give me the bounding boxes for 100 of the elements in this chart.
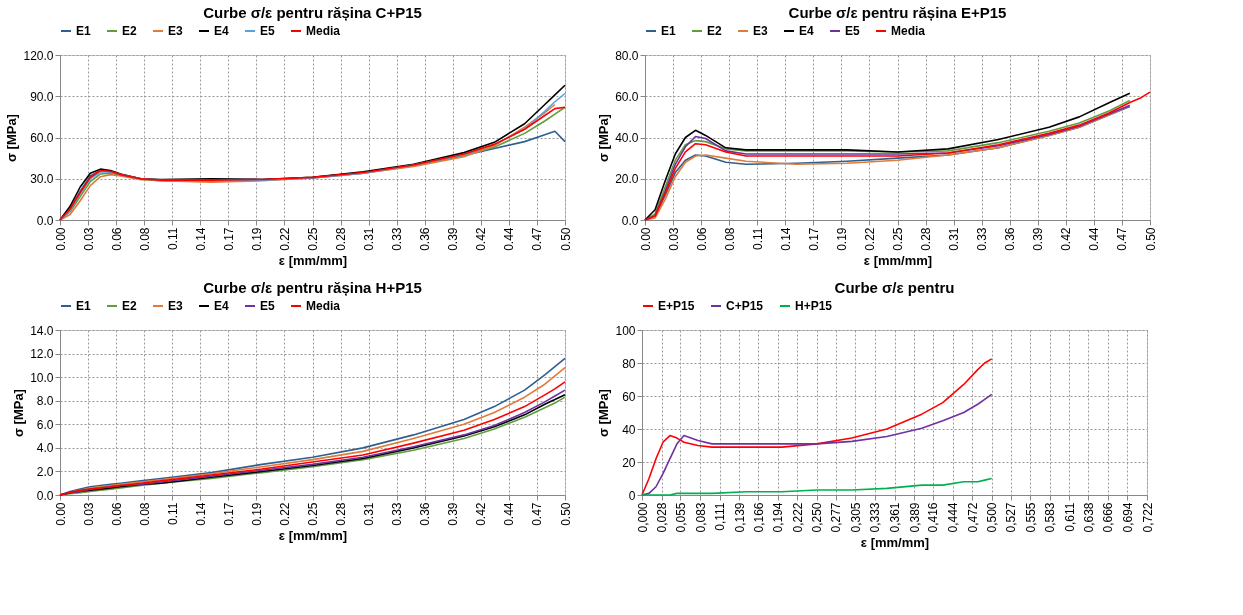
x-tick-label: 0.06 bbox=[694, 227, 709, 251]
x-tick-label: 0.22 bbox=[277, 227, 292, 251]
x-tick-label: 0.14 bbox=[778, 227, 793, 251]
chart-title: Curbe σ/ε pentru rășina H+P15 bbox=[203, 279, 422, 296]
y-tick-label: 0.0 bbox=[621, 213, 639, 228]
x-tick-label: 0.44 bbox=[502, 502, 517, 526]
x-tick-label: 0.31 bbox=[947, 227, 962, 251]
x-tick-label: 0.14 bbox=[193, 502, 208, 526]
legend-label: Media bbox=[306, 299, 341, 313]
y-tick-label: 6.0 bbox=[36, 417, 54, 432]
x-tick-label: 0.33 bbox=[975, 227, 990, 251]
x-tick-label: 0,028 bbox=[655, 502, 670, 533]
legend-label: C+P15 bbox=[726, 299, 764, 313]
x-tick-label: 0.03 bbox=[81, 227, 96, 251]
y-tick-label: 10.0 bbox=[30, 370, 54, 385]
x-tick-label: 0.19 bbox=[834, 227, 849, 251]
x-tick-label: 0.28 bbox=[334, 502, 349, 526]
y-tick-label: 90.0 bbox=[30, 89, 54, 104]
x-tick-label: 0.42 bbox=[474, 227, 489, 251]
x-tick-label: 0.42 bbox=[1059, 227, 1074, 251]
x-tick-label: 0.25 bbox=[891, 227, 905, 251]
x-tick-label: 0,583 bbox=[1043, 502, 1058, 533]
x-tick-label: 0,222 bbox=[790, 502, 805, 533]
x-tick-label: 0.47 bbox=[530, 227, 545, 251]
x-tick-label: 0.08 bbox=[722, 227, 737, 251]
x-tick-label: 0,166 bbox=[751, 502, 766, 533]
line-series bbox=[641, 477, 993, 496]
x-tick-label: 0,694 bbox=[1120, 502, 1135, 533]
legend-label: E3 bbox=[753, 24, 768, 38]
x-tick-label: 0,194 bbox=[771, 502, 786, 533]
legend-label: Media bbox=[306, 24, 341, 38]
x-tick-label: 0.28 bbox=[334, 227, 349, 251]
y-tick-label: 60 bbox=[622, 389, 636, 404]
x-tick-label: 0.33 bbox=[390, 502, 405, 526]
x-axis-title: ε [mm/mm] bbox=[863, 252, 933, 268]
x-tick-label: 0.28 bbox=[919, 227, 934, 251]
y-tick-label: 100 bbox=[615, 323, 636, 338]
x-tick-label: 0,139 bbox=[732, 502, 747, 533]
x-tick-label: 0.06 bbox=[109, 227, 124, 251]
legend-label: E5 bbox=[845, 24, 860, 38]
y-axis-title: σ [MPa] bbox=[11, 389, 27, 437]
y-tick-label: 40.0 bbox=[615, 131, 639, 145]
x-tick-label: 0.08 bbox=[137, 227, 152, 251]
legend-label: E3 bbox=[168, 299, 183, 313]
legend-label: E2 bbox=[122, 24, 137, 38]
y-tick-label: 80.0 bbox=[615, 48, 639, 63]
y-tick-label: 60.0 bbox=[615, 89, 639, 104]
legend-label: E4 bbox=[214, 24, 229, 38]
x-tick-label: 0,277 bbox=[829, 502, 844, 533]
x-tick-label: 0.11 bbox=[750, 227, 765, 250]
legend-label: E1 bbox=[661, 24, 676, 38]
y-tick-label: 0.0 bbox=[36, 213, 54, 228]
chart-title: Curbe σ/ε pentru rășina C+P15 bbox=[203, 4, 422, 21]
x-tick-label: 0,000 bbox=[635, 502, 650, 533]
x-tick-label: 0.36 bbox=[418, 227, 433, 251]
x-tick-label: 0.00 bbox=[53, 502, 68, 526]
x-tick-label: 0,722 bbox=[1140, 502, 1155, 533]
y-axis-title: σ [MPa] bbox=[596, 389, 612, 437]
legend-label: E2 bbox=[122, 299, 137, 313]
x-tick-label: 0.17 bbox=[221, 227, 236, 251]
x-tick-label: 0,055 bbox=[673, 502, 688, 533]
legend-label: E5 bbox=[260, 24, 275, 38]
x-tick-label: 0,389 bbox=[907, 502, 922, 533]
x-tick-label: 0.19 bbox=[249, 227, 264, 251]
y-tick-label: 20.0 bbox=[615, 172, 639, 187]
legend-label: E1 bbox=[76, 299, 91, 313]
x-tick-label: 0.39 bbox=[1031, 227, 1046, 251]
y-tick-label: 0.0 bbox=[36, 488, 54, 503]
x-tick-label: 0.31 bbox=[362, 502, 377, 526]
x-tick-label: 0.25 bbox=[306, 502, 320, 526]
x-tick-label: 0,361 bbox=[888, 502, 902, 533]
x-tick-label: 0,638 bbox=[1081, 502, 1096, 533]
x-tick-label: 0.50 bbox=[558, 227, 573, 251]
x-tick-label: 0,083 bbox=[693, 502, 708, 533]
legend-label: E3 bbox=[168, 24, 183, 38]
x-tick-label: 0.44 bbox=[1087, 227, 1102, 251]
line-series bbox=[641, 358, 993, 496]
x-tick-label: 0.00 bbox=[638, 227, 653, 251]
x-tick-label: 0.19 bbox=[249, 502, 264, 526]
x-tick-label: 0,416 bbox=[926, 502, 941, 533]
x-tick-label: 0,333 bbox=[868, 502, 883, 533]
x-tick-label: 0,111 bbox=[713, 502, 728, 531]
x-tick-label: 0.17 bbox=[806, 227, 821, 251]
chart-title: Curbe σ/ε pentru rășina E+P15 bbox=[788, 4, 1007, 21]
x-tick-label: 0.08 bbox=[137, 502, 152, 526]
legend-label: E1 bbox=[76, 24, 91, 38]
y-axis-title: σ [MPa] bbox=[4, 114, 20, 162]
y-tick-label: 20 bbox=[622, 455, 636, 470]
legend-label: E+P15 bbox=[658, 299, 695, 313]
x-tick-label: 0.47 bbox=[1115, 227, 1130, 251]
legend-label: Media bbox=[891, 24, 926, 38]
x-tick-label: 0.42 bbox=[474, 502, 489, 526]
x-tick-label: 0.44 bbox=[502, 227, 517, 251]
x-tick-label: 0,500 bbox=[985, 502, 1000, 533]
x-tick-label: 0.33 bbox=[390, 227, 405, 251]
x-tick-label: 0.03 bbox=[81, 502, 96, 526]
x-tick-label: 0,611 bbox=[1062, 502, 1077, 532]
x-tick-label: 0.11 bbox=[165, 227, 180, 250]
chart-title: Curbe σ/ε pentru bbox=[834, 279, 955, 296]
x-axis-title: ε [mm/mm] bbox=[278, 252, 348, 268]
